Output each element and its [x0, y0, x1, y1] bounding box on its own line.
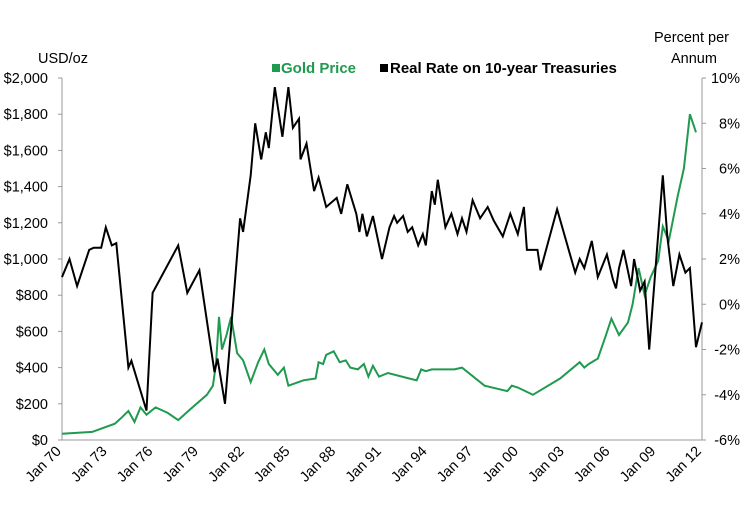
- right-tick-label: 2%: [719, 252, 740, 268]
- x-tick-label: Jan 73: [68, 444, 110, 486]
- left-tick-label: $1,800: [4, 107, 48, 123]
- x-tick-label: Jan 70: [23, 444, 65, 486]
- x-tick-label: Jan 88: [297, 444, 339, 486]
- x-tick-labels: Jan 70 Jan 73 Jan 76 Jan 79 Jan 82 Jan 85 Jan …: [23, 444, 705, 486]
- left-tick-label: $1,600: [4, 143, 48, 159]
- left-tick-label: $1,400: [4, 180, 48, 196]
- x-tick-label: Jan 91: [343, 444, 385, 486]
- legend-label-gold: Gold Price: [281, 60, 356, 77]
- left-tick-label: $1,000: [4, 252, 48, 268]
- left-tick-label: $600: [16, 324, 48, 340]
- x-tick-label: Jan 85: [251, 444, 293, 486]
- x-tick-label: Jan 09: [617, 444, 659, 486]
- x-tick-label: Jan 76: [114, 444, 156, 486]
- series-layer: [61, 86, 703, 435]
- right-tick-label: -2%: [714, 343, 740, 359]
- real-rate-line: [61, 86, 703, 411]
- left-tick-label: $800: [16, 288, 48, 304]
- legend-label-real-rate: Real Rate on 10-year Treasuries: [390, 60, 617, 77]
- right-tick-label: 10%: [711, 71, 740, 87]
- left-tick-label: $2,000: [4, 71, 48, 87]
- left-tick-label: $0: [32, 433, 48, 449]
- right-tick-label: 0%: [719, 297, 740, 313]
- right-tick-label: 6%: [719, 162, 740, 178]
- x-tick-label: Jan 03: [526, 444, 568, 486]
- right-axis-title-line-1: Percent per: [654, 30, 729, 46]
- x-tick-label: Jan 00: [480, 444, 522, 486]
- x-tick-label: Jan 06: [571, 444, 613, 486]
- left-tick-label: $400: [16, 361, 48, 377]
- x-tick-label: Jan 79: [160, 444, 202, 486]
- right-tick-label: 8%: [719, 116, 740, 132]
- x-tick-label: Jan 82: [206, 444, 248, 486]
- x-tick-label: Jan 12: [663, 444, 705, 486]
- right-axis-title-line-2: Annum: [671, 51, 717, 67]
- gold-price-line: [61, 113, 697, 435]
- left-tick-label: $1,200: [4, 216, 48, 232]
- left-tick-label: $200: [16, 397, 48, 413]
- legend: Gold Price Real Rate on 10-year Treasuri…: [272, 60, 617, 77]
- left-axis-title: USD/oz: [38, 51, 88, 67]
- right-tick-labels: -6% -4% -2% 0% 2% 4% 6% 8% 10%: [702, 71, 740, 449]
- left-tick-labels: $0 $200 $400 $600 $800 $1,000 $1,200 $1,400 $1,6…: [4, 71, 62, 449]
- legend-swatch-real-rate: [380, 64, 388, 72]
- legend-swatch-gold: [272, 64, 280, 72]
- right-tick-label: 4%: [719, 207, 740, 223]
- x-tick-label: Jan 94: [388, 444, 430, 486]
- right-tick-label: -6%: [714, 433, 740, 449]
- x-tick-label: Jan 97: [434, 444, 476, 486]
- right-tick-label: -4%: [714, 388, 740, 404]
